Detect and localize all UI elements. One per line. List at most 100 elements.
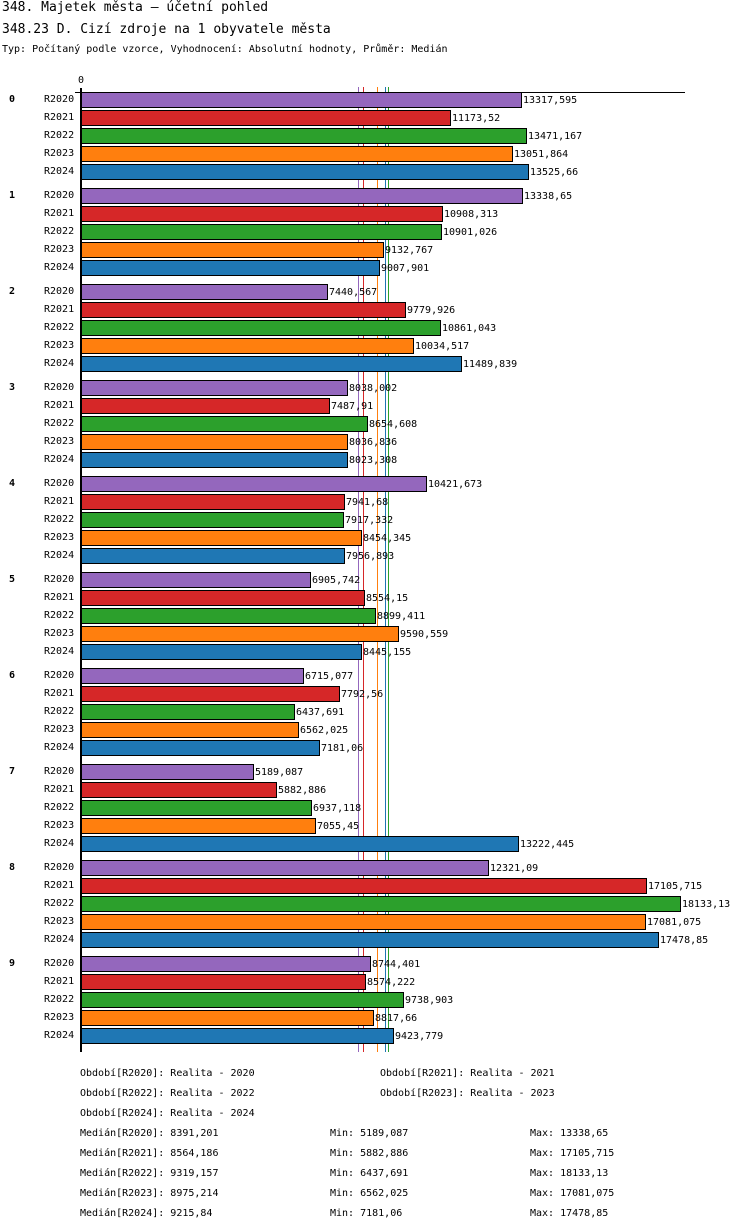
series-label: R2021 — [44, 976, 75, 987]
bar — [81, 590, 365, 606]
data-label: 8654,608 — [369, 419, 418, 430]
min-stat: Min: 7181,06 — [330, 1208, 403, 1219]
series-label: R2023 — [44, 148, 75, 159]
period-legend: Období[R2024]: Realita - 2024 — [80, 1108, 255, 1119]
data-label: 8574,222 — [367, 977, 416, 988]
group-label: 8 — [9, 862, 16, 873]
series-label: R2024 — [44, 550, 75, 561]
max-stat: Max: 17478,85 — [530, 1208, 609, 1219]
series-label: R2020 — [44, 382, 75, 393]
bar — [81, 434, 348, 450]
bar-chart: 0 0 R2020 13317,595 R2021 11173,52 R2022 13471… — [9, 75, 731, 1052]
series-label: R2020 — [44, 766, 75, 777]
median-line-R2024 — [385, 87, 386, 1052]
bar — [81, 800, 312, 816]
series-label: R2022 — [44, 802, 75, 813]
group-label: 9 — [9, 958, 16, 969]
group-label: 3 — [9, 382, 16, 393]
bar — [81, 860, 489, 876]
data-label: 8817,66 — [375, 1013, 418, 1024]
series-label: R2024 — [44, 742, 75, 753]
min-stat: Min: 6562,025 — [330, 1188, 409, 1199]
bar — [81, 356, 462, 372]
data-label: 10034,517 — [415, 341, 470, 352]
data-label: 5882,886 — [278, 785, 327, 796]
indicator-title: 348.23 D. Cizí zdroje na 1 obyvatele měs… — [2, 22, 331, 37]
median-line-R2020 — [358, 87, 359, 1052]
data-label: 6437,691 — [296, 707, 345, 718]
median-line-R2021 — [363, 87, 364, 1052]
series-label: R2024 — [44, 934, 75, 945]
data-label: 10908,313 — [444, 209, 499, 220]
bar — [81, 932, 659, 948]
series-label: R2022 — [44, 130, 75, 141]
bar — [81, 224, 442, 240]
data-label: 11173,52 — [452, 113, 501, 124]
series-label: R2023 — [44, 340, 75, 351]
bar — [81, 896, 681, 912]
data-label: 17478,85 — [660, 935, 709, 946]
data-label: 8036,836 — [349, 437, 398, 448]
series-label: R2024 — [44, 262, 75, 273]
bar — [81, 164, 529, 180]
series-label: R2020 — [44, 862, 75, 873]
series-label: R2023 — [44, 916, 75, 927]
series-label: R2024 — [44, 454, 75, 465]
bar — [81, 686, 340, 702]
series-label: R2020 — [44, 478, 75, 489]
bar — [81, 260, 380, 276]
series-label: R2021 — [44, 592, 75, 603]
bar — [81, 92, 522, 108]
median-line-R2022 — [388, 87, 389, 1052]
data-label: 13471,167 — [528, 131, 583, 142]
series-label: R2023 — [44, 1012, 75, 1023]
group-label: 6 — [9, 670, 16, 681]
bar — [81, 836, 519, 852]
y-axis — [80, 88, 82, 1052]
bar — [81, 242, 384, 258]
series-label: R2021 — [44, 496, 75, 507]
data-label: 9590,559 — [400, 629, 449, 640]
data-label: 7792,56 — [341, 689, 384, 700]
series-label: R2020 — [44, 670, 75, 681]
bar — [81, 1028, 394, 1044]
bar — [81, 320, 441, 336]
data-label: 8445,155 — [363, 647, 412, 658]
bar — [81, 146, 513, 162]
data-label: 10901,026 — [443, 227, 498, 238]
bar — [81, 416, 368, 432]
data-label: 17081,075 — [647, 917, 702, 928]
group-label: 0 — [9, 94, 16, 105]
data-label: 13525,66 — [530, 167, 579, 178]
bar — [81, 956, 371, 972]
bar — [81, 512, 344, 528]
group-label: 7 — [9, 766, 16, 777]
period-legend: Období[R2020]: Realita - 2020 — [80, 1068, 255, 1079]
series-label: R2022 — [44, 898, 75, 909]
series-label: R2022 — [44, 994, 75, 1005]
series-label: R2023 — [44, 820, 75, 831]
bar — [81, 380, 348, 396]
period-legend: Období[R2023]: Realita - 2023 — [380, 1088, 555, 1099]
max-stat: Max: 18133,13 — [530, 1168, 609, 1179]
period-legend: Období[R2021]: Realita - 2021 — [380, 1068, 555, 1079]
series-label: R2023 — [44, 628, 75, 639]
group-label: 4 — [9, 478, 16, 489]
bar — [81, 452, 348, 468]
median-line-R2023 — [377, 87, 378, 1052]
data-label: 18133,13 — [682, 899, 731, 910]
series-label: R2024 — [44, 1030, 75, 1041]
bar — [81, 302, 406, 318]
group-label: 5 — [9, 574, 16, 585]
bar — [81, 644, 362, 660]
period-legend: Období[R2022]: Realita - 2022 — [80, 1088, 255, 1099]
series-label: R2020 — [44, 190, 75, 201]
bar — [81, 284, 328, 300]
bar — [81, 626, 399, 642]
x-tick-label: 0 — [78, 75, 85, 86]
series-label: R2022 — [44, 610, 75, 621]
data-label: 9738,903 — [405, 995, 454, 1006]
bar — [81, 398, 330, 414]
data-label: 9779,926 — [407, 305, 456, 316]
bar — [81, 206, 443, 222]
